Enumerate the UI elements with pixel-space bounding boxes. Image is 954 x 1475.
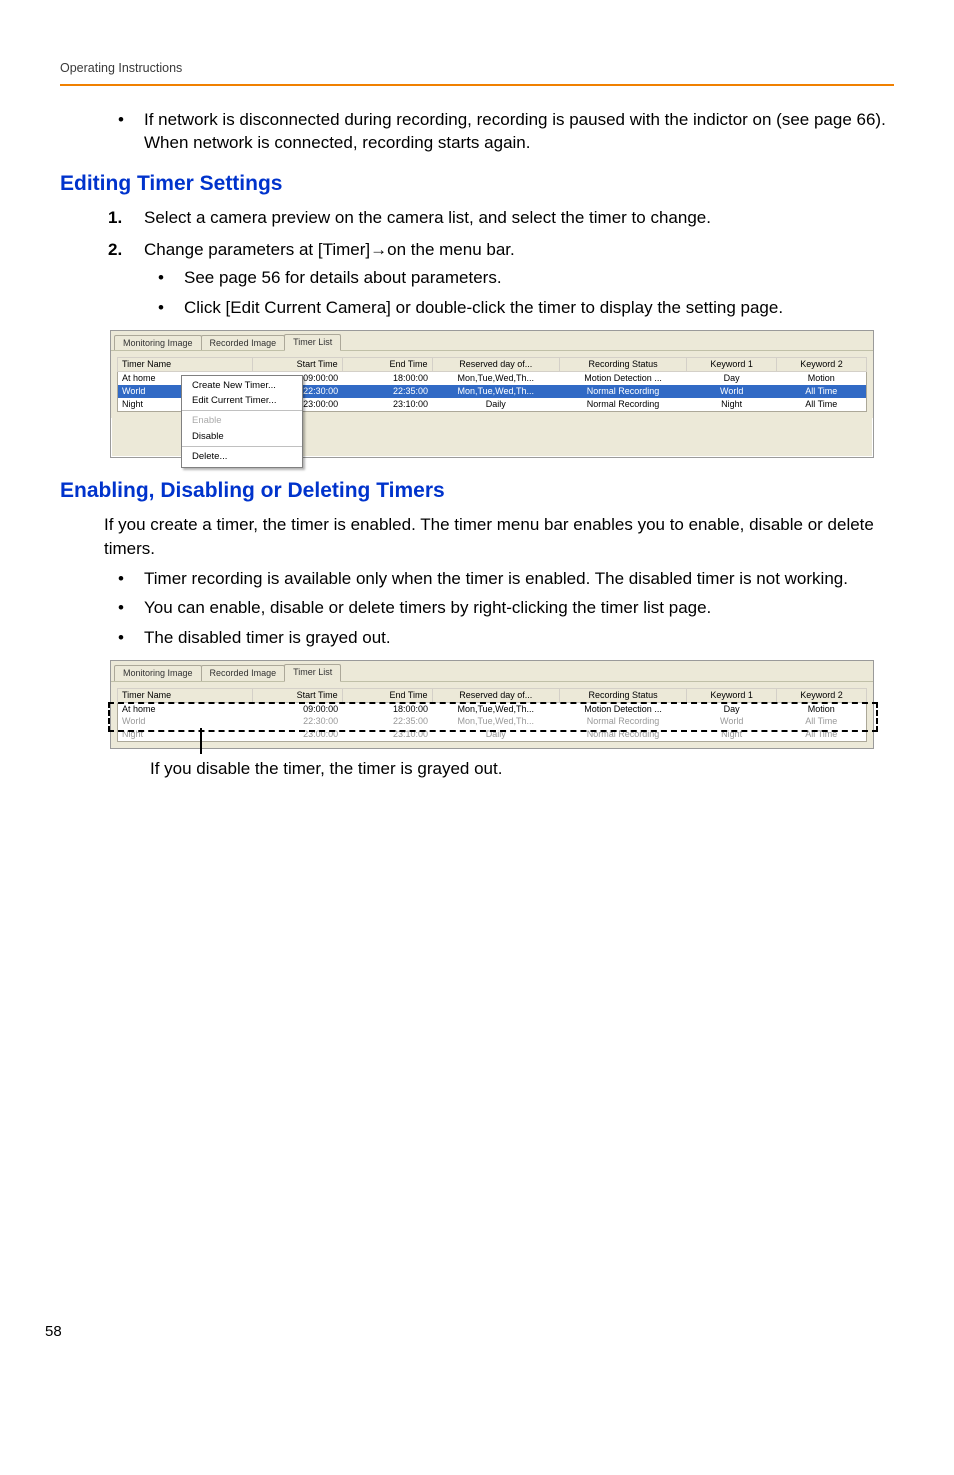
section2-bullet-1: Timer recording is available only when t… [104, 567, 894, 591]
section-title-editing: Editing Timer Settings [60, 169, 894, 198]
intro-bullets: If network is disconnected during record… [104, 108, 894, 156]
col-start-time[interactable]: Start Time [252, 358, 342, 372]
page-number: 58 [45, 1321, 894, 1342]
col2-status[interactable]: Recording Status [559, 688, 686, 702]
timer-list-window-1: Monitoring Image Recorded Image Timer Li… [110, 330, 874, 458]
tab-monitoring-2[interactable]: Monitoring Image [114, 665, 202, 681]
tabs-1: Monitoring Image Recorded Image Timer Li… [111, 331, 873, 352]
step-2-sub-1: See page 56 for details about parameters… [144, 266, 894, 290]
timer-list-window-2: Monitoring Image Recorded Image Timer Li… [110, 660, 874, 749]
col2-end-time[interactable]: End Time [342, 688, 432, 702]
col2-k2[interactable]: Keyword 2 [777, 688, 867, 702]
tab-timer-list[interactable]: Timer List [284, 334, 341, 352]
tab-recorded-2[interactable]: Recorded Image [201, 665, 286, 681]
col2-reserved[interactable]: Reserved day of... [432, 688, 559, 702]
col2-start-time[interactable]: Start Time [252, 688, 342, 702]
section2-bullet-3: The disabled timer is grayed out. [104, 626, 894, 650]
tab-timer-list-2[interactable]: Timer List [284, 664, 341, 682]
menu-disable[interactable]: Disable [182, 429, 302, 444]
col-status[interactable]: Recording Status [559, 358, 686, 372]
tab-recorded[interactable]: Recorded Image [201, 335, 286, 351]
section2-lead: If you create a timer, the timer is enab… [104, 513, 894, 561]
header-rule [60, 84, 894, 86]
step-2-text: Change parameters at [Timer]→on the menu… [144, 240, 515, 259]
tabs-2: Monitoring Image Recorded Image Timer Li… [111, 661, 873, 682]
callout-line [200, 728, 202, 754]
table-row[interactable]: World22:30:0022:35:00Mon,Tue,Wed,Th...No… [118, 715, 867, 728]
menu-edit-current-timer[interactable]: Edit Current Timer... [182, 393, 302, 408]
intro-bullet: If network is disconnected during record… [104, 108, 894, 156]
col2-k1[interactable]: Keyword 1 [687, 688, 777, 702]
col-k1[interactable]: Keyword 1 [687, 358, 777, 372]
menu-sep-1 [182, 410, 302, 411]
running-header: Operating Instructions [60, 0, 894, 84]
col-timer-name[interactable]: Timer Name [118, 358, 253, 372]
timer-table-2: Timer Name Start Time End Time Reserved … [117, 688, 867, 742]
step-1: 1. Select a camera preview on the camera… [104, 206, 894, 230]
col-reserved[interactable]: Reserved day of... [432, 358, 559, 372]
menu-delete[interactable]: Delete... [182, 449, 302, 464]
col-k2[interactable]: Keyword 2 [777, 358, 867, 372]
menu-create-new-timer[interactable]: Create New Timer... [182, 378, 302, 393]
context-menu[interactable]: Create New Timer... Edit Current Timer..… [181, 375, 303, 468]
step-2-sub-2: Click [Edit Current Camera] or double-cl… [144, 296, 894, 320]
callout-text: If you disable the timer, the timer is g… [150, 757, 894, 781]
table-header-row-2: Timer Name Start Time End Time Reserved … [118, 688, 867, 702]
table-row[interactable]: Night23:00:0023:10:00DailyNormal Recordi… [118, 728, 867, 741]
section-title-enabling: Enabling, Disabling or Deleting Timers [60, 476, 894, 505]
table-row[interactable]: At home09:00:0018:00:00Mon,Tue,Wed,Th...… [118, 702, 867, 715]
tab-monitoring[interactable]: Monitoring Image [114, 335, 202, 351]
step-1-text: Select a camera preview on the camera li… [144, 208, 711, 227]
menu-enable: Enable [182, 413, 302, 428]
col-end-time[interactable]: End Time [342, 358, 432, 372]
step-2: 2. Change parameters at [Timer]→on the m… [104, 238, 894, 319]
section2-bullet-2: You can enable, disable or delete timers… [104, 596, 894, 620]
col2-timer-name[interactable]: Timer Name [118, 688, 253, 702]
table-header-row: Timer Name Start Time End Time Reserved … [118, 358, 867, 372]
menu-sep-2 [182, 446, 302, 447]
